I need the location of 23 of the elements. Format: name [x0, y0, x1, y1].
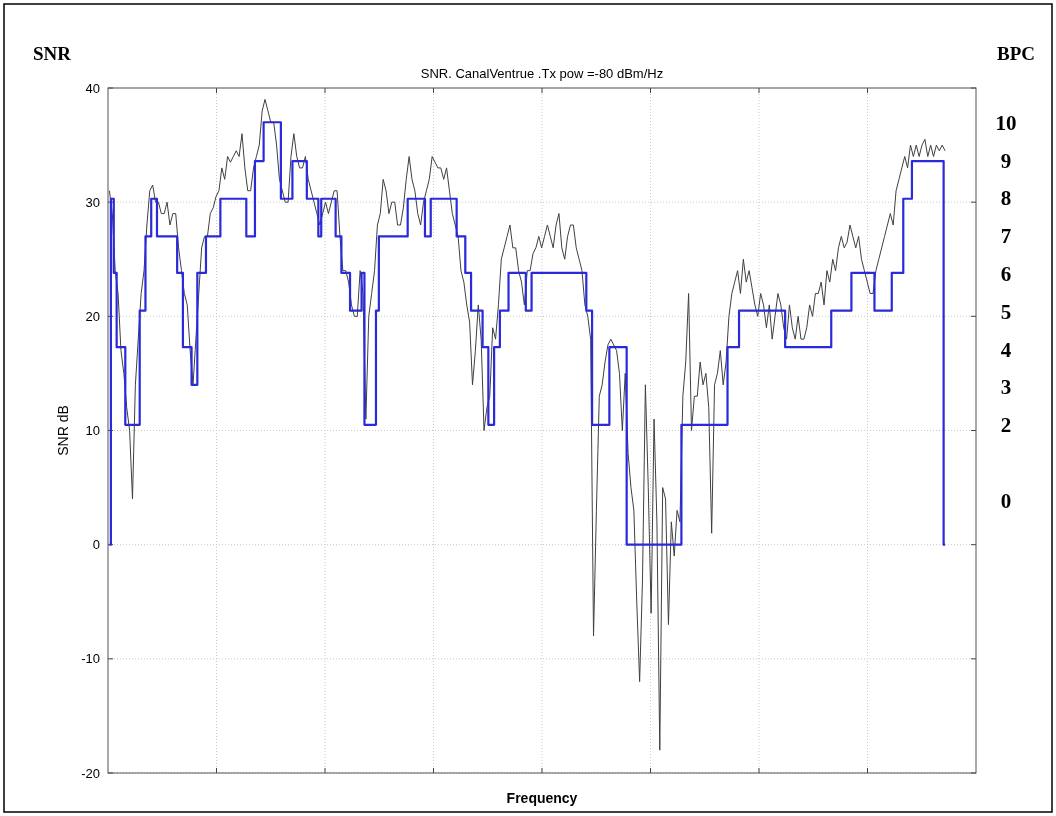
y-tick-label: 10 [85, 423, 100, 439]
y2-tick-label: 8 [1000, 186, 1012, 211]
y-tick-label: 0 [92, 537, 100, 553]
chart-title: SNR. CanalVentrue .Tx pow =-80 dBm/Hz [420, 66, 664, 81]
y2-tick-label: 5 [1000, 299, 1012, 324]
y2-tick-label: 2 [1000, 413, 1012, 438]
x-axis-title: Frequency [506, 790, 578, 806]
y2-tick-label: 10 [995, 110, 1017, 135]
y2-tick-label: 7 [1000, 224, 1012, 249]
y2-tick-label: 0 [1000, 488, 1012, 513]
y2-tick-label: 3 [1000, 375, 1012, 400]
y-tick-label: -20 [81, 765, 100, 781]
line-series [108, 98, 946, 751]
y-tick-label: 20 [85, 308, 100, 324]
y-tick-label: 30 [85, 194, 100, 210]
text: SNR [32, 43, 72, 64]
y2-tick-label: 9 [1000, 148, 1012, 173]
y2-axis-title: BPC [997, 43, 1035, 64]
y2-tick-label: 4 [1000, 337, 1012, 362]
y2-tick-label: 6 [1000, 261, 1012, 286]
y-tick-label: -10 [81, 651, 100, 667]
y-tick-label: 40 [85, 80, 100, 96]
y-axis-title: SNR dB [55, 405, 71, 456]
